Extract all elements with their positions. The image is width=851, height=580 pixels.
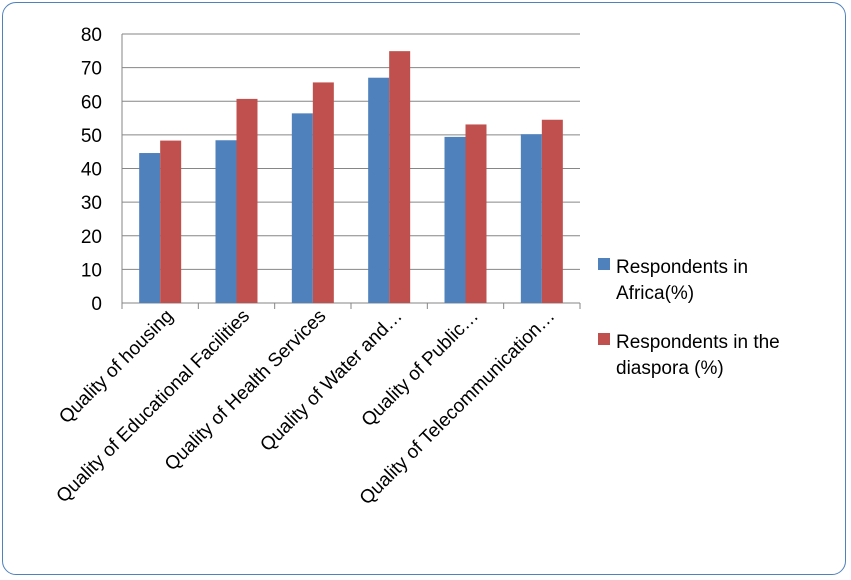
legend-swatch bbox=[598, 333, 610, 345]
legend-label: diaspora (%) bbox=[616, 358, 724, 379]
y-tick-label: 60 bbox=[81, 92, 102, 113]
legend-label: Africa(%) bbox=[616, 283, 694, 304]
y-tick-label: 10 bbox=[81, 260, 102, 281]
y-tick-label: 30 bbox=[81, 193, 102, 214]
bar-series2 bbox=[160, 140, 182, 303]
bar-series1 bbox=[291, 113, 313, 303]
y-tick-label: 80 bbox=[81, 25, 102, 46]
legend-label: Respondents in bbox=[616, 257, 748, 278]
category-label: Quality of Health Services bbox=[161, 306, 330, 475]
bar-series2 bbox=[465, 124, 487, 303]
y-tick-label: 70 bbox=[81, 59, 102, 80]
y-tick-label: 20 bbox=[81, 227, 102, 248]
category-label: Quality of Water and… bbox=[256, 306, 406, 456]
legend-swatch bbox=[598, 258, 610, 270]
bar-series1 bbox=[520, 134, 542, 303]
legend-label: Respondents in the bbox=[616, 332, 780, 353]
bar-series2 bbox=[389, 51, 411, 304]
bar-series1 bbox=[444, 136, 466, 303]
y-tick-label: 40 bbox=[81, 160, 102, 181]
y-tick-label: 50 bbox=[81, 126, 102, 147]
bar-series2 bbox=[541, 119, 563, 304]
bar-series1 bbox=[368, 77, 390, 304]
bar-series1 bbox=[139, 153, 161, 303]
y-tick-label: 0 bbox=[91, 294, 102, 315]
bar-series1 bbox=[215, 140, 237, 303]
bar-series2 bbox=[236, 98, 258, 304]
bar-series2 bbox=[312, 82, 334, 303]
